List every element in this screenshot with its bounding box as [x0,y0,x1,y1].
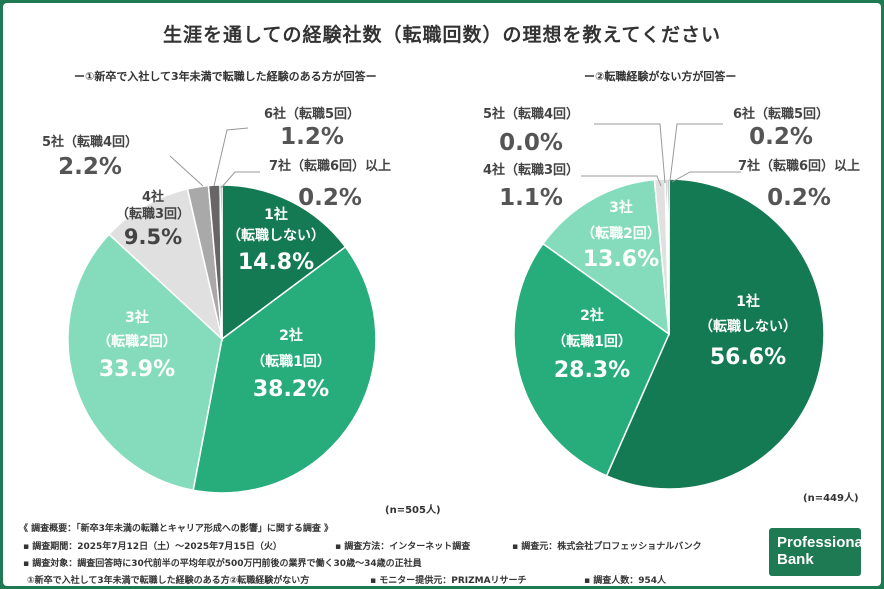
pie-1-slice-4-value: 9.5% [124,225,182,249]
survey-method: ▪ 調査方法：インターネット調査 [335,542,471,552]
pie-1-slice-7-value: 0.2% [298,185,362,211]
pie-1-slice-2 [192,245,377,494]
pie-2-slice-1-value: 56.6% [710,345,786,370]
pie-2-slice-1-label-1: 1社 [736,293,760,310]
pie-1-slice-1-label-1: 1社 [264,206,288,223]
survey-monitor: ▪ モニター提供元：PRIZMAリサーチ [370,576,527,586]
pie-1-slice-2-label-1: 2社 [279,327,303,344]
pie-1-slice-1 [221,184,347,341]
pie-2-slice-4-leader-line [581,175,662,187]
pie-2-slice-5-value: 0.0% [499,130,563,156]
pie-2-slice-4-label-1: 4社（転職3回） [483,162,579,178]
pie-1-slice-7-leader-line [220,171,260,189]
logo-line-1: Professional [777,534,868,551]
pie-1-slice-4-label-1: 4社 [142,189,164,205]
pie-2-slice-6-value: 0.2% [749,124,813,150]
pie-2-slice-1 [605,178,825,490]
pie-2-slice-3 [541,178,670,336]
survey-overview: 《 調査概要：「新卒3年未満の転職とキャリア形成への影響」に関する調査 》 [19,524,334,534]
pie-2-slice-5-label-1: 5社（転職4回） [483,106,579,122]
pie-2-slice-6-leader-line [669,123,723,182]
pie-1-slice-5-label-1: 5社（転職4回） [42,134,138,150]
pie-2-slice-2 [513,242,670,477]
pie-2-slice-4-value: 1.1% [499,185,563,211]
page-title: 生涯を通しての経験社数（転職回数）の理想を教えてください [163,24,721,46]
pie-2-slice-6-label-1: 6社（転職5回） [733,106,829,122]
left-chart-subtitle: ー①新卒で入社して3年未満で転職した経験のある方が回答ー [74,70,377,83]
pie-1-slice-2-label-2: （転職1回） [251,353,331,370]
pie-1-slice-1-value: 14.8% [238,250,314,275]
left-sample-size: (n=505人) [385,505,441,516]
pie-1-slice-4-label-2: （転職3回） [116,206,190,222]
pie-1-slice-3-label-2: （転職2回） [97,333,177,350]
logo-line-2: Bank [777,551,814,568]
pie-2-slice-2-label-1: 2社 [580,307,604,324]
survey-target: ▪ 調査対象：調査回答時に30代前半の平均年収が500万円前後の業界で働く30歳… [23,559,422,569]
pie-1-slice-5-value: 2.2% [58,154,122,180]
pie-2-slice-2-value: 28.3% [554,358,630,383]
pie-1-slice-6-leader-line [213,127,249,187]
survey-source: ▪ 調査元：株式会社プロフェッショナルバンク [512,542,702,552]
pie-1-slice-7 [219,184,223,340]
pie-2-slice-2-label-2: （転職1回） [552,333,632,350]
pie-2-slice-5-leader-line [594,123,666,184]
pie-1-slice-6-label-1: 6社（転職5回） [264,106,360,122]
professional-bank-logo: Professional Bank [769,528,868,576]
survey-count: ▪ 調査人数：954人 [584,576,667,586]
pie-1-slice-3-label-1: 3社 [125,309,149,326]
pie-1-slice-4 [108,188,224,342]
pie-2-slice-3-value: 13.6% [583,247,659,272]
pie-2-slice-3-label-2: （転職2回） [581,225,661,242]
pie-1-slice-3-value: 33.9% [99,357,175,382]
right-chart-subtitle: ー②転職経験がない方が回答ー [584,70,737,83]
pie-1-slice-2-value: 38.2% [253,377,329,402]
pie-1-slice-3 [67,233,223,492]
survey-period: ▪ 調査期間：2025年7月12日（土）〜2025年7月15日（火） [23,542,282,552]
pie-2-slice-3-label-1: 3社 [609,199,633,216]
pie-1-slice-1-label-2: （転職しない） [227,227,325,244]
right-sample-size: (n=449人) [803,493,859,504]
pie-1-slice-6-value: 1.2% [280,124,344,150]
pie-2-slice-7 [666,178,670,335]
pie-2-slice-1-label-2: （転職しない） [699,318,797,335]
pie-2-slice-7-value: 0.2% [767,185,831,211]
pie-2-slice-7-leader-line [671,171,741,183]
pie-2-slice-7-label-1: 7社（転職6回）以上 [738,158,860,174]
pie-1-slice-7-label-1: 7社（転職6回）以上 [269,158,391,174]
pie-1-slice-5-leader-line [169,155,204,187]
survey-groups: ①新卒で入社して3年未満で転職した経験のある方②転職経験がない方 [27,576,310,586]
